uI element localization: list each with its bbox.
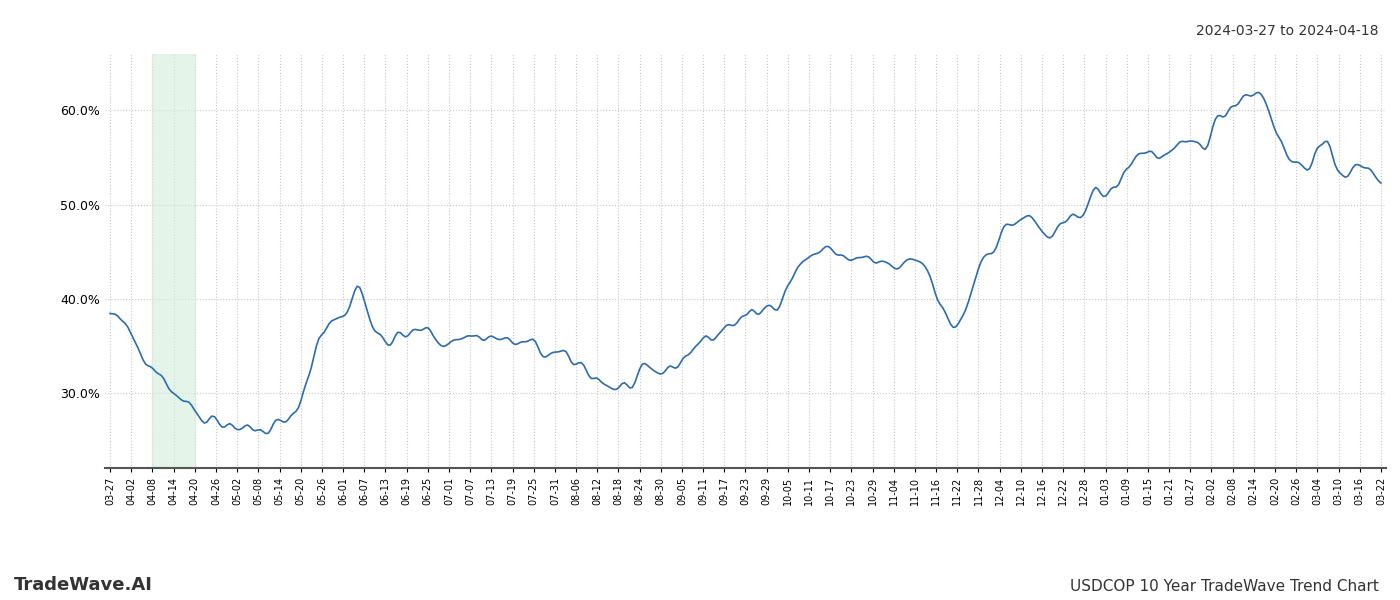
Bar bbox=[153, 54, 195, 468]
Text: USDCOP 10 Year TradeWave Trend Chart: USDCOP 10 Year TradeWave Trend Chart bbox=[1070, 579, 1379, 594]
Text: TradeWave.AI: TradeWave.AI bbox=[14, 576, 153, 594]
Text: 2024-03-27 to 2024-04-18: 2024-03-27 to 2024-04-18 bbox=[1197, 24, 1379, 38]
